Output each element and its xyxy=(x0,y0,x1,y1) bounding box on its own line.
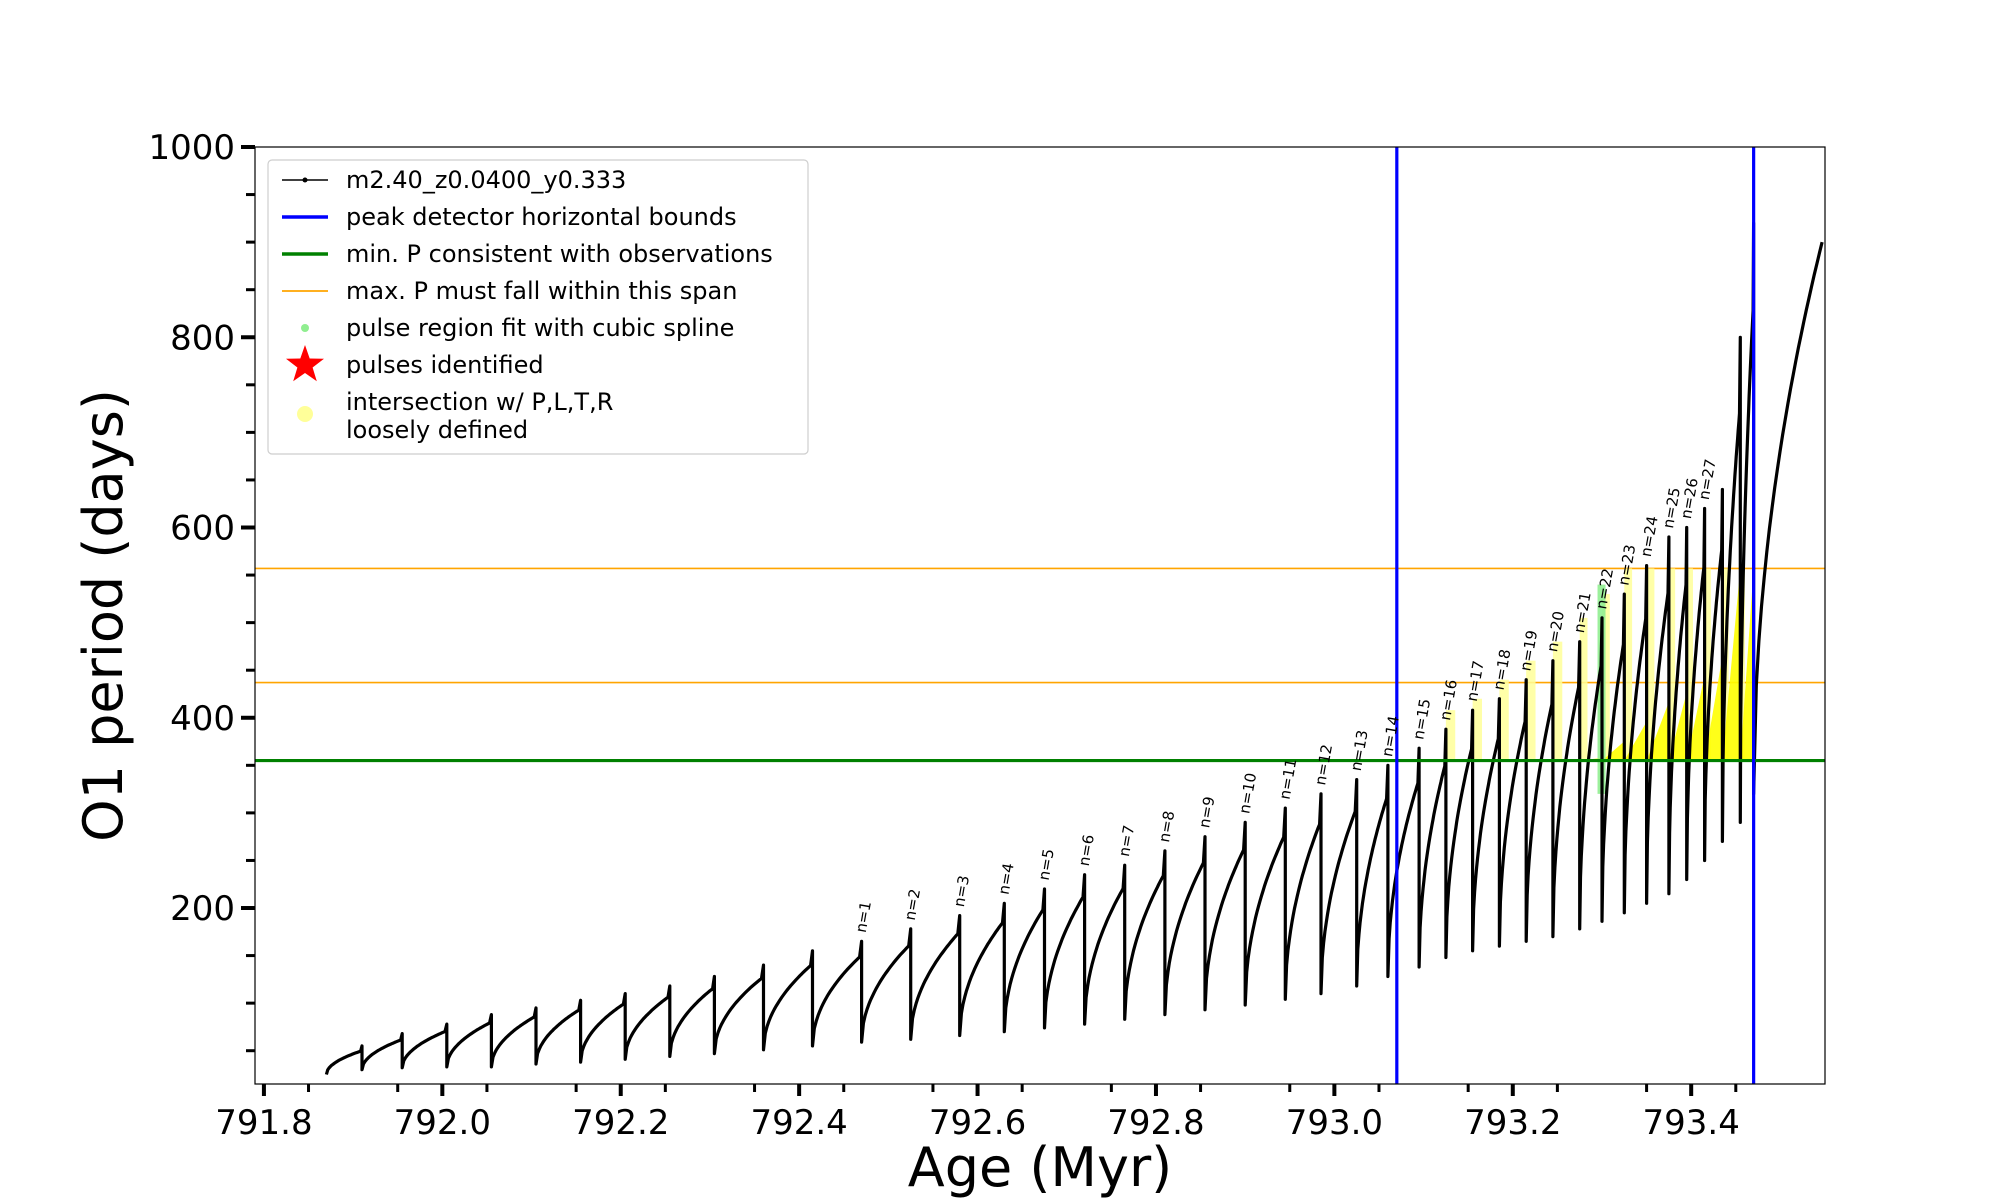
pulse-label: n=10 xyxy=(1235,771,1260,815)
x-tick-label: 792.2 xyxy=(572,1103,669,1143)
legend-label: pulse region fit with cubic spline xyxy=(346,314,734,342)
intersection-ramp xyxy=(1601,741,1625,761)
intersection-region xyxy=(1579,617,1588,761)
x-tick-label: 792.8 xyxy=(1107,1103,1204,1143)
pulse-label: n=3 xyxy=(950,874,973,908)
pulse-label: n=2 xyxy=(901,887,924,921)
legend-swatch-star xyxy=(286,345,324,382)
pulse-label: n=5 xyxy=(1035,847,1058,881)
y-tick-label: 800 xyxy=(170,318,235,358)
pulse-label: n=19 xyxy=(1516,629,1541,673)
y-tick-label: 200 xyxy=(170,889,235,929)
pulse-label: n=18 xyxy=(1490,648,1515,692)
intersection-ramp xyxy=(1686,675,1705,761)
pulse-label: n=21 xyxy=(1570,591,1595,635)
legend-box xyxy=(267,159,809,455)
intersection-region xyxy=(1472,698,1483,761)
x-axis-label: Age (Myr) xyxy=(908,1136,1173,1199)
x-tick-label: 793.0 xyxy=(1286,1103,1383,1143)
pulse-label: n=17 xyxy=(1463,659,1488,703)
intersection-region xyxy=(1601,594,1610,761)
pulse-label: n=6 xyxy=(1075,833,1098,867)
pulse-label: n=23 xyxy=(1615,543,1640,587)
intersection-region xyxy=(1704,568,1711,761)
x-tick-label: 792.6 xyxy=(929,1103,1026,1143)
pulse-label: n=14 xyxy=(1378,714,1403,758)
pulse-label: n=13 xyxy=(1347,729,1372,773)
x-tick-label: 793.2 xyxy=(1464,1103,1561,1143)
intersection-region xyxy=(1526,660,1536,761)
intersection-ramp xyxy=(1704,656,1723,761)
pulse-label: n=4 xyxy=(995,862,1018,896)
x-tick-label: 792.0 xyxy=(394,1103,491,1143)
legend-label: peak detector horizontal bounds xyxy=(346,203,737,231)
x-tick-label: 791.8 xyxy=(215,1103,312,1143)
legend-swatch xyxy=(301,324,309,332)
intersection-region xyxy=(1686,568,1693,761)
intersection-ramp xyxy=(1668,692,1687,761)
x-tick-label: 792.4 xyxy=(750,1103,847,1143)
legend-label: max. P must fall within this span xyxy=(346,277,737,305)
legend-label: pulses identified xyxy=(346,351,544,379)
pulse-label: n=1 xyxy=(852,900,875,934)
legend-label: loosely defined xyxy=(346,416,528,444)
plot-frame xyxy=(254,146,1826,1085)
y-axis-label: O1 period (days) xyxy=(72,389,135,842)
x-tick-label: 793.4 xyxy=(1643,1103,1740,1143)
pulse-label: n=11 xyxy=(1276,757,1301,801)
intersection-region xyxy=(1445,710,1456,761)
legend-label: intersection w/ P,L,T,R xyxy=(346,388,613,416)
y-tick-label: 400 xyxy=(170,699,235,739)
intersection-ramp xyxy=(1722,568,1741,761)
pulse-label: n=8 xyxy=(1155,809,1178,843)
pulse-label: n=24 xyxy=(1637,515,1662,559)
pulse-label: n=22 xyxy=(1592,567,1617,611)
intersection-ramp xyxy=(1740,568,1754,761)
pulse-label: n=27 xyxy=(1695,458,1720,502)
pulse-label: n=20 xyxy=(1543,610,1568,654)
intersection-region xyxy=(1668,568,1676,761)
pulse-label: n=9 xyxy=(1195,795,1218,829)
pulse-label: n=7 xyxy=(1115,824,1138,858)
pulse-label: n=16 xyxy=(1436,678,1461,722)
legend-label: m2.40_z0.0400_y0.333 xyxy=(346,166,626,194)
y-tick-label: 600 xyxy=(170,509,235,549)
intersection-region xyxy=(1499,679,1509,761)
intersection-region xyxy=(1646,568,1655,761)
period-curve xyxy=(324,221,1824,1075)
y-tick-label: 1000 xyxy=(148,128,235,168)
intersection-region xyxy=(1624,568,1633,761)
pulse-label: n=12 xyxy=(1311,743,1336,787)
legend-swatch-dot xyxy=(302,177,308,183)
legend-swatch xyxy=(297,406,313,422)
legend-label: min. P consistent with observations xyxy=(346,240,773,268)
pulse-label: n=15 xyxy=(1409,697,1434,741)
intersection-region xyxy=(1552,641,1563,761)
